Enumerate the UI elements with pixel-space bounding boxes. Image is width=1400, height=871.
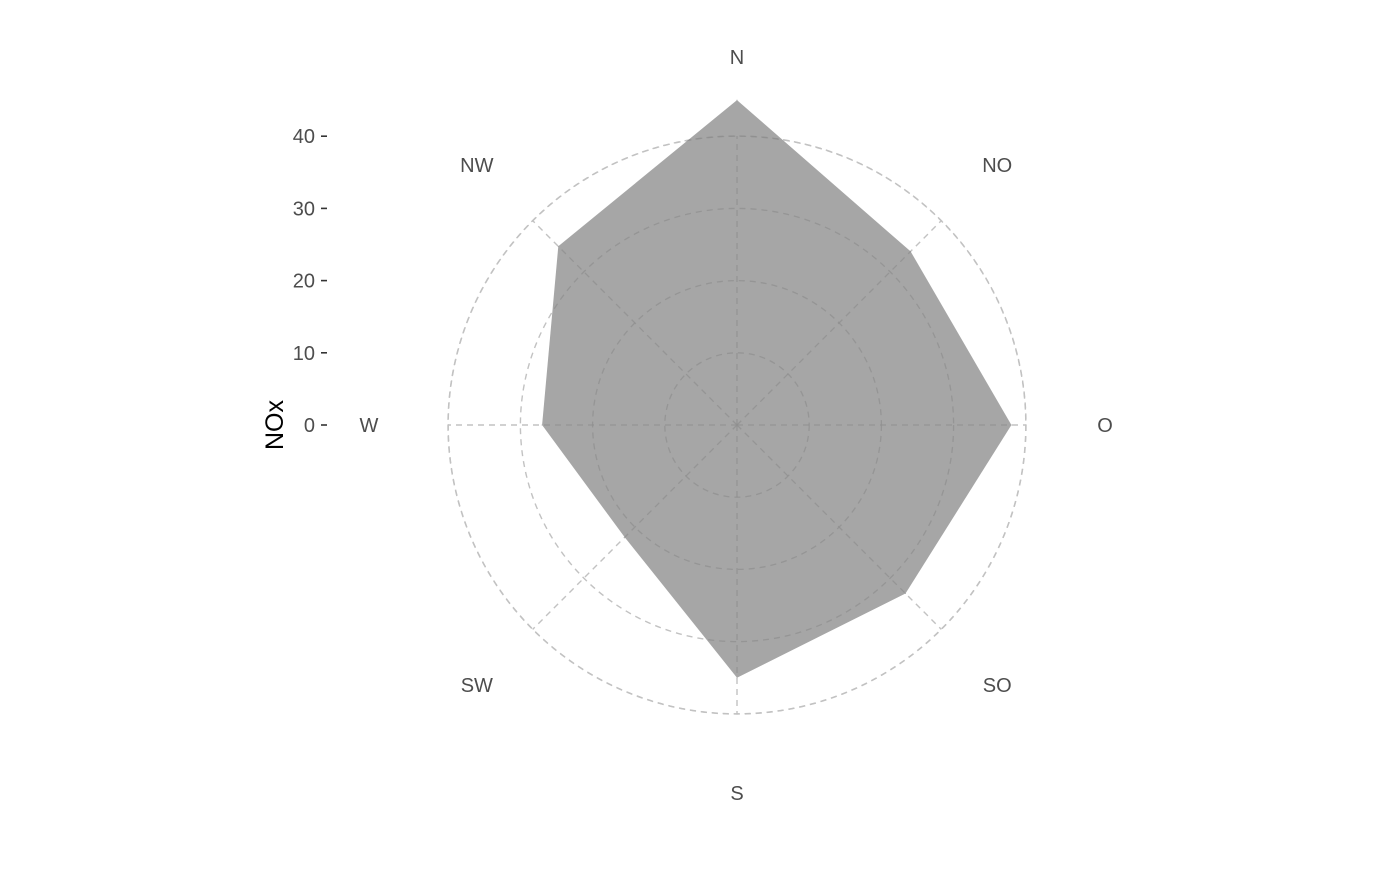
y-axis: 0 10 20 30 40: [293, 126, 327, 437]
data-point-w: [541, 424, 543, 426]
y-tick-label: 10: [293, 343, 315, 365]
series-area: [542, 100, 1012, 678]
y-tick-label: 20: [293, 271, 315, 293]
direction-labels: N NO O SO S SW W NW: [360, 47, 1113, 805]
direction-label-o: O: [1097, 415, 1113, 437]
direction-label-n: N: [730, 47, 744, 69]
data-point-nw: [557, 245, 559, 247]
direction-label-s: S: [730, 783, 743, 805]
direction-label-nw: NW: [460, 155, 493, 177]
y-tick-label: 0: [304, 415, 315, 437]
data-point-n: [736, 99, 738, 101]
grid-spoke-overlay: [542, 220, 738, 426]
direction-label-w: W: [360, 415, 379, 437]
y-tick-label: 40: [293, 126, 315, 148]
direction-label-sw: SW: [461, 675, 493, 697]
grid-spoke-overlay: [736, 424, 942, 630]
data-point-so: [904, 592, 906, 594]
y-tick-label: 30: [293, 198, 315, 220]
data-layer: [541, 99, 1012, 679]
data-point-o: [1010, 424, 1012, 426]
overlay-grid-layer: [542, 135, 1012, 678]
y-axis-title: NOx: [261, 400, 289, 451]
grid-circle-overlay: [542, 207, 955, 643]
direction-label-no: NO: [982, 155, 1012, 177]
grid-spoke-overlay: [542, 424, 738, 630]
grid-spoke-overlay: [736, 220, 942, 426]
direction-label-so: SO: [983, 675, 1012, 697]
grid-circle-overlay: [664, 352, 810, 498]
data-point-s: [736, 677, 738, 679]
